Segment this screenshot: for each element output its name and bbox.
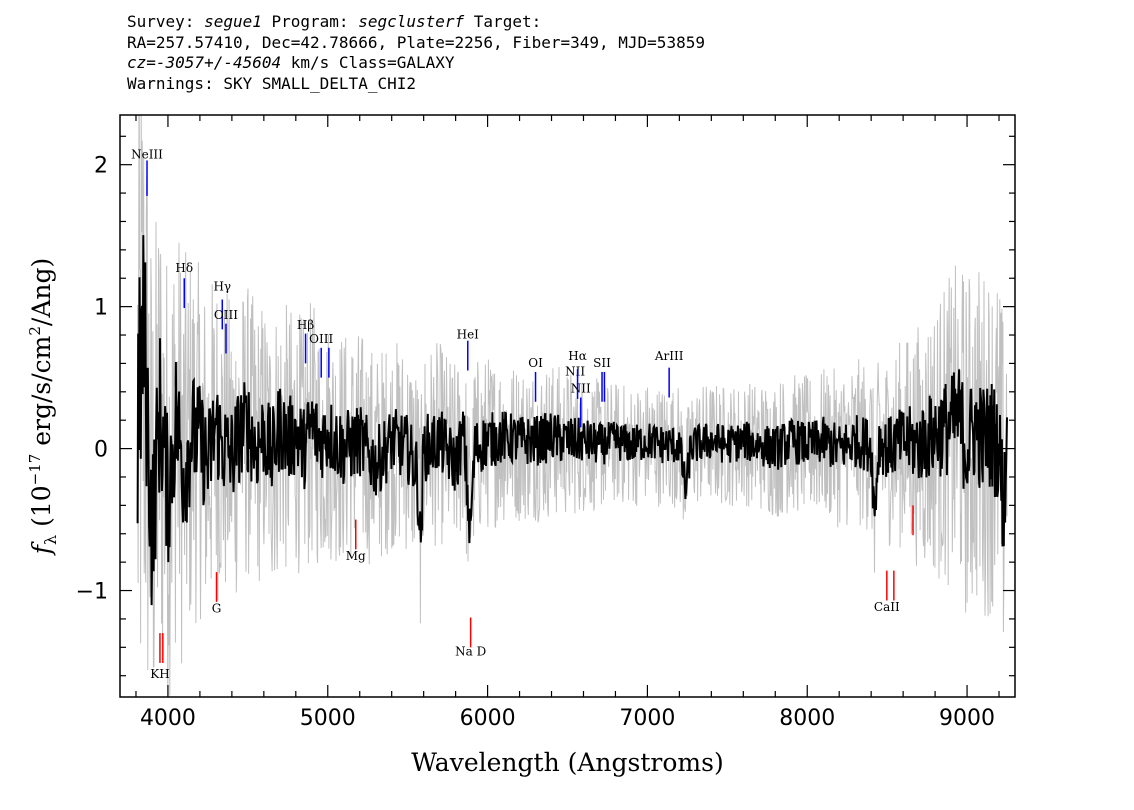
y-axis-title: fλ (10−17 erg/s/cm2/Ang) bbox=[26, 258, 60, 557]
y-tick-label: 0 bbox=[94, 438, 108, 463]
spectrum-header: Survey: segue1 Program: segclusterf Targ… bbox=[127, 12, 705, 94]
absorption-line-label-3: Mg bbox=[346, 549, 366, 563]
flux-series bbox=[136, 235, 1008, 606]
y-axis-title-f: f bbox=[27, 541, 56, 556]
header-line-coords: RA=257.57410, Dec=42.78666, Plate=2256, … bbox=[127, 32, 705, 52]
y-axis-title-sub: λ bbox=[41, 535, 60, 545]
program-value: segclusterf bbox=[358, 12, 465, 31]
program-label: Program: bbox=[261, 12, 359, 31]
plot-area bbox=[136, 115, 1008, 697]
plot-frame bbox=[119, 114, 1016, 698]
x-tick-label: 6000 bbox=[460, 706, 516, 731]
x-axis-title: Wavelength (Angstroms) bbox=[411, 748, 723, 777]
emission-line-label-5: OIII bbox=[309, 332, 333, 346]
x-tick-label: 8000 bbox=[779, 706, 835, 731]
x-tick-label: 7000 bbox=[619, 706, 675, 731]
absorption-line-label-4: Na D bbox=[455, 644, 486, 658]
survey-value: segue1 bbox=[204, 12, 262, 31]
emission-line-label-8: OI bbox=[528, 356, 543, 370]
x-tick-label: 9000 bbox=[939, 706, 995, 731]
y-axis-title-exp2: 2 bbox=[26, 326, 44, 336]
emission-line-label-4: Hβ bbox=[297, 318, 314, 332]
header-line-redshift: cz=-3057+/-45604 km/s Class=GALAXY bbox=[127, 53, 705, 74]
emission-line-label-0: NeIII bbox=[131, 147, 163, 161]
x-tick-label: 4000 bbox=[140, 706, 196, 731]
emission-line-label-11: NII bbox=[571, 382, 591, 396]
emission-line-label-2: Hγ bbox=[213, 279, 231, 293]
emission-line-label-1: Hδ bbox=[175, 261, 193, 275]
header-line-survey: Survey: segue1 Program: segclusterf Targ… bbox=[127, 12, 705, 33]
absorption-line-label-2: G bbox=[212, 602, 222, 616]
redshift-value: cz=-3057+/-45604 bbox=[127, 53, 282, 72]
x-tick-label: 5000 bbox=[300, 706, 356, 731]
emission-line-label-12: SII bbox=[593, 356, 611, 370]
y-tick-label: 1 bbox=[94, 296, 108, 321]
survey-label: Survey: bbox=[127, 12, 205, 31]
header-line-warnings: Warnings: SKY SMALL_DELTA_CHI2 bbox=[127, 73, 416, 93]
y-axis-title-units: erg/s/cm bbox=[27, 335, 56, 453]
target-label: Target: bbox=[464, 12, 542, 31]
emission-line-label-3: OIII bbox=[214, 308, 238, 322]
emission-line-label-7: HeI bbox=[457, 328, 480, 342]
y-axis-title-end: /Ang) bbox=[27, 258, 56, 326]
class-value: km/s Class=GALAXY bbox=[281, 53, 455, 72]
y-axis-title-paren: (10 bbox=[27, 485, 56, 535]
absorption-line-label-0: KH bbox=[150, 667, 169, 681]
y-tick-label: −1 bbox=[76, 580, 108, 605]
y-axis-title-exp: −17 bbox=[26, 454, 44, 486]
emission-line-label-9: NII bbox=[565, 365, 585, 379]
emission-line-label-10: Hα bbox=[568, 349, 587, 363]
absorption-line-label-5: CaII bbox=[874, 600, 900, 614]
emission-line-label-14: ArIII bbox=[654, 349, 684, 363]
y-tick-label: 2 bbox=[94, 154, 108, 179]
